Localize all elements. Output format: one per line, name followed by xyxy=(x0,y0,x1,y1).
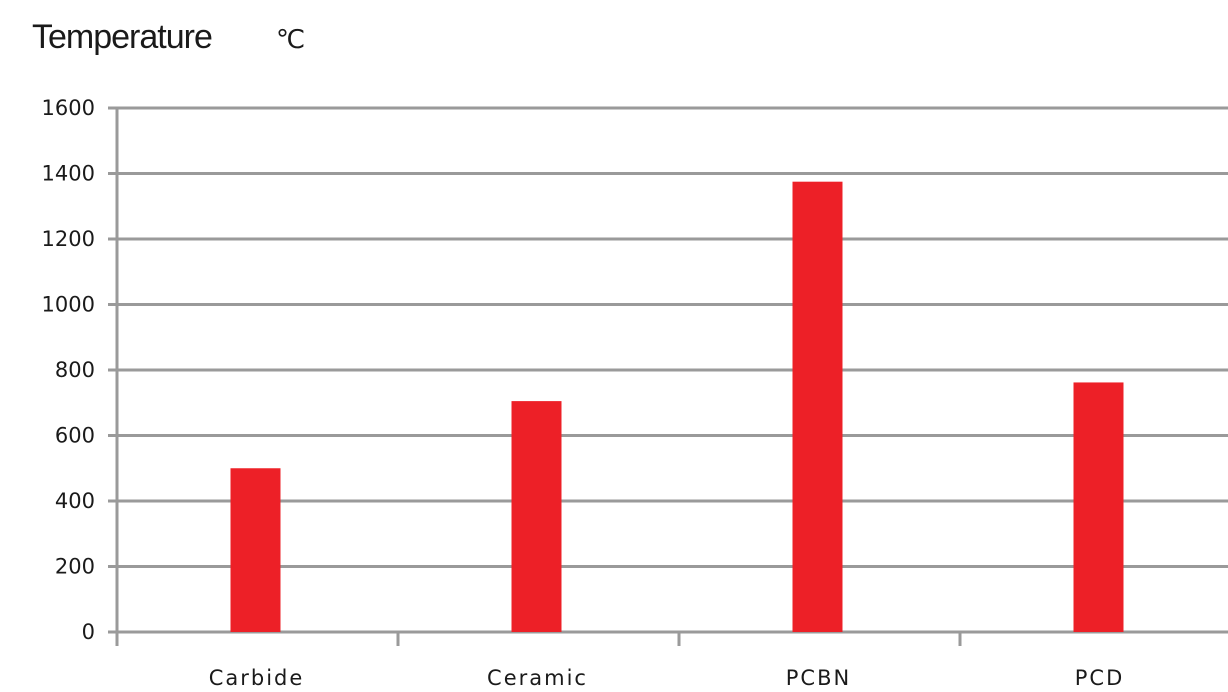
bar-pcbn xyxy=(792,181,843,632)
x-tick-label-pcbn: PCBN xyxy=(786,666,851,690)
y-tick-label: 1000 xyxy=(42,293,95,317)
y-tick-label: 1400 xyxy=(42,162,95,186)
chart-title: Temperature xyxy=(32,18,212,56)
bar-carbide xyxy=(230,468,281,632)
x-tick-label-ceramic: Ceramic xyxy=(487,666,588,690)
bar-pcd xyxy=(1073,382,1124,632)
x-tick-label-pcd: PCD xyxy=(1075,666,1125,690)
y-tick-label: 600 xyxy=(55,424,95,448)
bars xyxy=(230,181,1124,632)
y-tick-label: 200 xyxy=(55,555,95,579)
y-tick-label: 0 xyxy=(82,620,95,644)
bar-ceramic xyxy=(511,401,562,632)
y-tick-label: 1200 xyxy=(42,227,95,251)
y-tick-labels: 0 200 400 600 800 1000 1200 1400 1600 xyxy=(42,96,95,644)
axes xyxy=(108,106,1228,646)
y-tick-label: 1600 xyxy=(42,96,95,120)
chart-unit: ℃ xyxy=(276,25,305,55)
x-tick-label-carbide: Carbide xyxy=(209,666,305,690)
y-tick-label: 400 xyxy=(55,489,95,513)
gridlines xyxy=(117,106,1228,568)
y-tick-label: 800 xyxy=(55,358,95,382)
x-tick-labels: Carbide Ceramic PCBN PCD xyxy=(209,666,1125,690)
